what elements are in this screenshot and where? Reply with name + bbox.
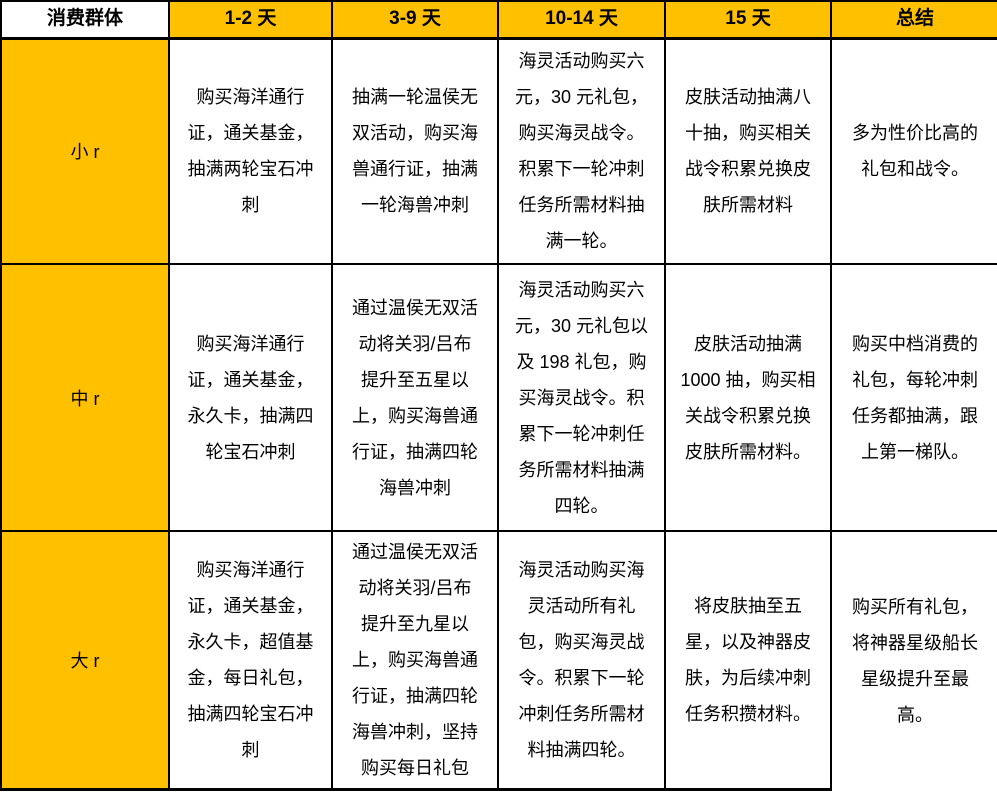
col-header-days-1-2: 1-2 天 xyxy=(168,0,333,40)
cell-big-r-days-3-9: 通过温侯无双活 动将关羽/吕布 提升至九星以 上，购买海兽通 行证，抽满四轮 海… xyxy=(331,530,499,791)
cell-big-r-summary: 购买所有礼包， 将神器星级船长 星级提升至最 高。 xyxy=(830,530,997,790)
table-row-big-r: 大 r 购买海洋通行 证，通关基金， 永久卡，超值基 金，每日礼包， 抽满四轮宝… xyxy=(0,530,997,791)
cell-small-r-days-1-2: 购买海洋通行 证，通关基金， 抽满两轮宝石冲 刺 xyxy=(168,37,333,265)
row-header-big-r: 大 r xyxy=(0,530,170,791)
cell-mid-r-day-15: 皮肤活动抽满 1000 抽，购买相 关战令积累兑换 皮肤所需材料。 xyxy=(664,263,832,532)
col-header-day-15: 15 天 xyxy=(664,0,832,40)
cell-small-r-days-10-14: 海灵活动购买六 元，30 元礼包， 购买海灵战令。 积累下一轮冲刺 任务所需材料… xyxy=(497,37,666,265)
row-header-small-r: 小 r xyxy=(0,37,170,265)
cell-small-r-days-3-9: 抽满一轮温侯无 双活动，购买海 兽通行证，抽满 一轮海兽冲刺 xyxy=(331,37,499,265)
cell-small-r-summary: 多为性价比高的 礼包和战令。 xyxy=(830,37,997,265)
table-row-mid-r: 中 r 购买海洋通行 证，通关基金， 永久卡，抽满四 轮宝石冲刺 通过温侯无双活… xyxy=(0,263,997,532)
header-row: 消费群体 1-2 天 3-9 天 10-14 天 15 天 总结 xyxy=(0,0,997,40)
col-header-days-10-14: 10-14 天 xyxy=(497,0,666,40)
col-header-summary: 总结 xyxy=(830,0,997,40)
cell-small-r-day-15: 皮肤活动抽满八 十抽，购买相关 战令积累兑换皮 肤所需材料 xyxy=(664,37,832,265)
table-row-small-r: 小 r 购买海洋通行 证，通关基金， 抽满两轮宝石冲 刺 抽满一轮温侯无 双活动… xyxy=(0,37,997,265)
cell-mid-r-summary: 购买中档消费的 礼包，每轮冲刺 任务都抽满，跟 上第一梯队。 xyxy=(830,263,997,532)
cell-big-r-days-1-2: 购买海洋通行 证，通关基金， 永久卡，超值基 金，每日礼包， 抽满四轮宝石冲 刺 xyxy=(168,530,333,791)
col-header-days-3-9: 3-9 天 xyxy=(331,0,499,40)
cell-big-r-days-10-14: 海灵活动购买海 灵活动所有礼 包，购买海灵战 令。积累下一轮 冲刺任务所需材 料… xyxy=(497,530,666,791)
cell-mid-r-days-1-2: 购买海洋通行 证，通关基金， 永久卡，抽满四 轮宝石冲刺 xyxy=(168,263,333,532)
col-header-consumer-group: 消费群体 xyxy=(0,0,170,40)
cell-big-r-day-15: 将皮肤抽至五 星，以及神器皮 肤，为后续冲刺 任务积攒材料。 xyxy=(664,530,832,791)
cell-mid-r-days-3-9: 通过温侯无双活 动将关羽/吕布 提升至五星以 上，购买海兽通 行证，抽满四轮 海… xyxy=(331,263,499,532)
row-header-mid-r: 中 r xyxy=(0,263,170,532)
cell-mid-r-days-10-14: 海灵活动购买六 元，30 元礼包以 及 198 礼包，购 买海灵战令。积 累下一… xyxy=(497,263,666,532)
